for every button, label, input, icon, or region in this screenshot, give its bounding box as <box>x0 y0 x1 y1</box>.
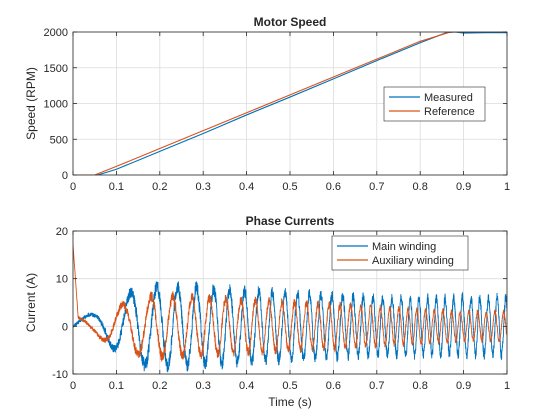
current-series <box>73 245 507 373</box>
x-tick-label: 0.4 <box>239 380 254 392</box>
x-tick-label: 0.6 <box>326 181 341 193</box>
y-tick-label: -10 <box>52 369 68 381</box>
current-legend: Main winding Auxiliary winding <box>331 235 469 271</box>
x-tick-label: 0.8 <box>413 181 428 193</box>
speed-legend: Measured Reference <box>383 86 486 122</box>
y-tick-label: 1500 <box>44 63 68 75</box>
series-line-auxiliary-winding <box>73 245 507 362</box>
y-tick-label: 500 <box>50 134 68 146</box>
speed-axes: 0 0.1 0.2 0.3 0.4 0.5 0.6 0.7 0.8 0.9 1 0 500 1000 150… <box>24 15 510 193</box>
x-tick-label: 0 <box>70 181 76 193</box>
x-tick-label: 0.3 <box>196 181 211 193</box>
x-tick-label: 0.9 <box>456 380 471 392</box>
legend-auxiliary-winding: Auxiliary winding <box>372 255 454 267</box>
speed-series <box>73 32 507 175</box>
y-tick-label: 20 <box>56 226 68 238</box>
current-ylabel: Current (A) <box>24 273 38 332</box>
y-tick-label: 2000 <box>44 27 68 39</box>
speed-ylabel: Speed (RPM) <box>24 67 38 140</box>
y-tick-label: 0 <box>62 321 68 333</box>
x-tick-label: 0.1 <box>109 181 124 193</box>
current-xlabel: Time (s) <box>268 395 312 409</box>
y-tick-label: 0 <box>62 170 68 182</box>
x-tick-label: 0.7 <box>369 181 384 193</box>
y-tick-label: 1000 <box>44 99 68 111</box>
x-tick-label: 0.5 <box>282 181 297 193</box>
legend-measured: Measured <box>424 92 473 104</box>
x-tick-label: 0.1 <box>109 380 124 392</box>
x-tick-label: 0.2 <box>152 380 167 392</box>
series-line-reference <box>73 32 507 175</box>
x-tick-label: 1 <box>504 181 510 193</box>
x-tick-label: 0.3 <box>196 380 211 392</box>
x-tick-label: 0.6 <box>326 380 341 392</box>
x-tick-label: 0.5 <box>282 380 297 392</box>
x-tick-label: 0 <box>70 380 76 392</box>
legend-main-winding: Main winding <box>372 241 436 253</box>
x-tick-label: 0.2 <box>152 181 167 193</box>
series-line-main-winding <box>73 281 507 373</box>
x-tick-label: 1 <box>504 380 510 392</box>
speed-title: Motor Speed <box>254 15 327 29</box>
x-tick-label: 0.8 <box>413 380 428 392</box>
y-tick-label: 10 <box>56 274 68 286</box>
x-tick-label: 0.9 <box>456 181 471 193</box>
x-tick-label: 0.7 <box>369 380 384 392</box>
current-title: Phase Currents <box>246 214 335 228</box>
legend-reference: Reference <box>424 106 475 118</box>
x-tick-label: 0.4 <box>239 181 254 193</box>
speed-ticks: 0 0.1 0.2 0.3 0.4 0.5 0.6 0.7 0.8 0.9 1 0 500 1000 150… <box>44 27 511 193</box>
